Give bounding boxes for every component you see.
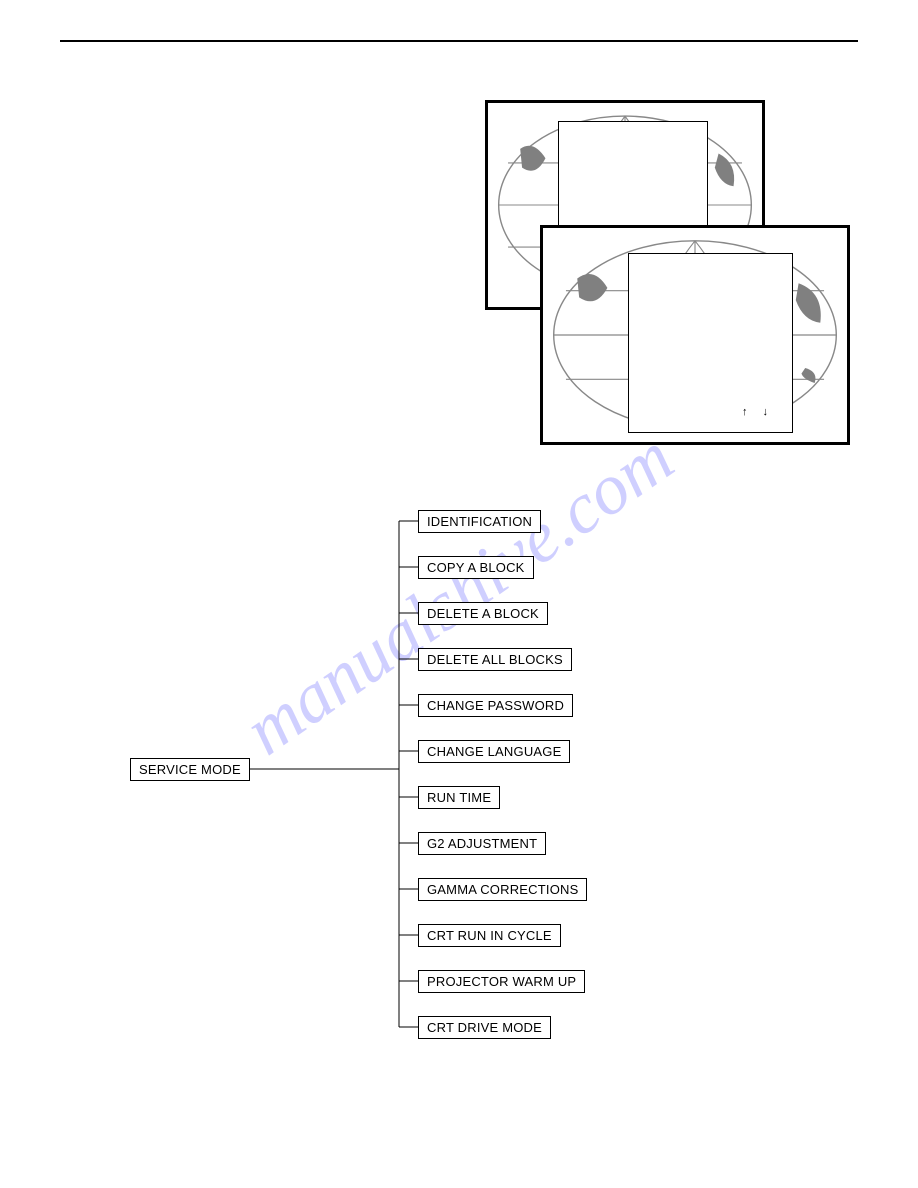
tree-leaf: PROJECTOR WARM UP bbox=[418, 970, 585, 993]
tree-leaf: DELETE A BLOCK bbox=[418, 602, 548, 625]
service-mode-tree: SERVICE MODE IDENTIFICATION COPY A BLOCK… bbox=[130, 510, 780, 1110]
tree-root: SERVICE MODE bbox=[130, 758, 250, 781]
menu-card-front: ↑ ↓ bbox=[628, 253, 793, 433]
tree-leaf: GAMMA CORRECTIONS bbox=[418, 878, 587, 901]
tree-leaf: CHANGE PASSWORD bbox=[418, 694, 573, 717]
tv-illustration-group: ↑ ↓ bbox=[485, 100, 865, 450]
up-down-arrows-icon: ↑ ↓ bbox=[742, 406, 774, 418]
tv-front: ↑ ↓ bbox=[540, 225, 850, 445]
tree-leaf: DELETE ALL BLOCKS bbox=[418, 648, 572, 671]
page: manualshive.com bbox=[0, 0, 918, 1188]
tree-leaf: IDENTIFICATION bbox=[418, 510, 541, 533]
tree-leaf: CRT RUN IN CYCLE bbox=[418, 924, 561, 947]
tree-leaf: G2 ADJUSTMENT bbox=[418, 832, 546, 855]
tree-leaf: RUN TIME bbox=[418, 786, 500, 809]
tree-leaf: COPY A BLOCK bbox=[418, 556, 534, 579]
tree-leaf: CRT DRIVE MODE bbox=[418, 1016, 551, 1039]
page-top-rule bbox=[60, 40, 858, 42]
tree-leaf: CHANGE LANGUAGE bbox=[418, 740, 570, 763]
